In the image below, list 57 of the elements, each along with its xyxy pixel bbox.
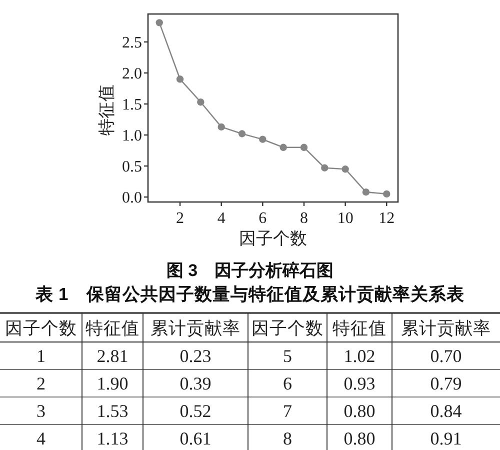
x-tick-label: 8 (300, 210, 308, 227)
data-label: 1.90 (96, 373, 128, 394)
data-label: 1.02 (344, 346, 376, 366)
point (197, 98, 204, 106)
data-label: 7 (283, 400, 292, 421)
data-label: 0.23 (180, 346, 212, 366)
data-label: 1.13 (96, 428, 128, 448)
point (362, 188, 370, 196)
x-tick-label: 特征值 (86, 318, 140, 338)
y-tick-label: 4 (36, 428, 46, 448)
point (218, 123, 225, 131)
point (280, 144, 287, 151)
y-tick-label: 1.5 (122, 96, 142, 114)
y-tick-label: 2 (36, 373, 46, 394)
point (156, 19, 163, 26)
x-tick-label: 4 (217, 210, 226, 227)
data-label: 0.80 (344, 428, 376, 448)
point (383, 190, 390, 198)
data-label: 1.53 (96, 400, 128, 421)
data-label: 0.91 (430, 428, 462, 448)
data-label: 0.80 (344, 400, 376, 421)
x-tick-label: 2 (176, 210, 184, 227)
x-tick-label: 因子个数 (252, 318, 324, 338)
point (176, 76, 184, 83)
point (300, 144, 308, 151)
point (238, 130, 246, 138)
x-axis-title: 因子个数 (239, 229, 307, 248)
y-tick-label: 2.0 (122, 65, 142, 82)
x-tick-label: 累计贡献率 (150, 318, 240, 338)
point (259, 136, 266, 143)
data-label: 0.52 (180, 400, 212, 421)
data-label: 2.81 (96, 346, 128, 366)
y-tick-label: 0.0 (122, 190, 142, 207)
data-label: 0.70 (430, 346, 462, 366)
y-axis-title: 特征值 (97, 84, 116, 136)
data-label: 0.61 (180, 428, 212, 448)
data-label: 5 (283, 346, 292, 366)
x-tick-label: 6 (258, 210, 267, 227)
x-tick-label: 累计贡献率 (401, 318, 491, 338)
y-tick-label: 3 (36, 400, 46, 421)
y-tick-label: 2.5 (122, 34, 142, 52)
y-tick-label: 1.0 (122, 127, 142, 144)
chart-title: 表 1 保留公共因子数量与特征值及累计贡献率关系表 (34, 284, 464, 304)
y-tick-label: 1 (36, 346, 46, 366)
data-label: 0.93 (344, 373, 376, 394)
point (321, 164, 328, 172)
x-tick-label: 12 (378, 210, 395, 227)
data-label: 0.84 (430, 400, 462, 421)
text: 图 3 因子分析碎石图 (166, 261, 334, 280)
y-tick-label: 0.5 (122, 158, 142, 176)
data-label: 8 (283, 428, 292, 448)
point (342, 166, 349, 173)
x-tick-label: 10 (337, 210, 354, 227)
x-tick-label: 特征值 (332, 318, 386, 338)
data-label: 0.39 (180, 373, 212, 394)
data-label: 0.79 (430, 373, 462, 394)
data-label: 6 (283, 373, 292, 394)
